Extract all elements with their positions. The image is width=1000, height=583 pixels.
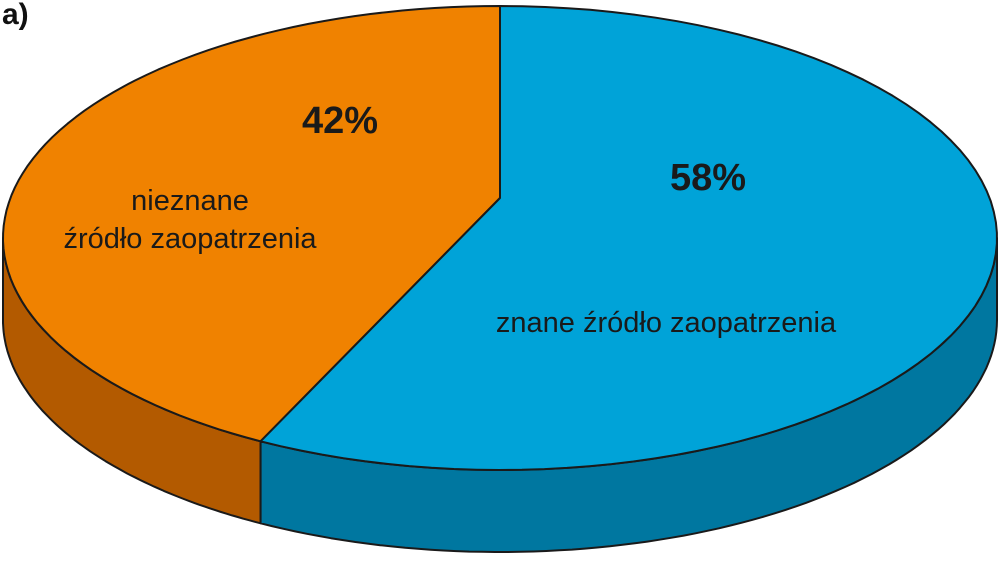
slice-label-0-line-0: nieznane [131,185,249,217]
data-label-1: 58% [670,157,746,199]
slice-top-1 [259,5,998,471]
slice-label-0-line-1: źródło zaopatrzenia [63,223,317,255]
slice-label-1-line-0: znane źródło zaopatrzenia [496,307,837,339]
data-label-0: 42% [302,100,378,142]
panel-label: a) [2,0,29,31]
slice-top-0 [2,5,501,443]
